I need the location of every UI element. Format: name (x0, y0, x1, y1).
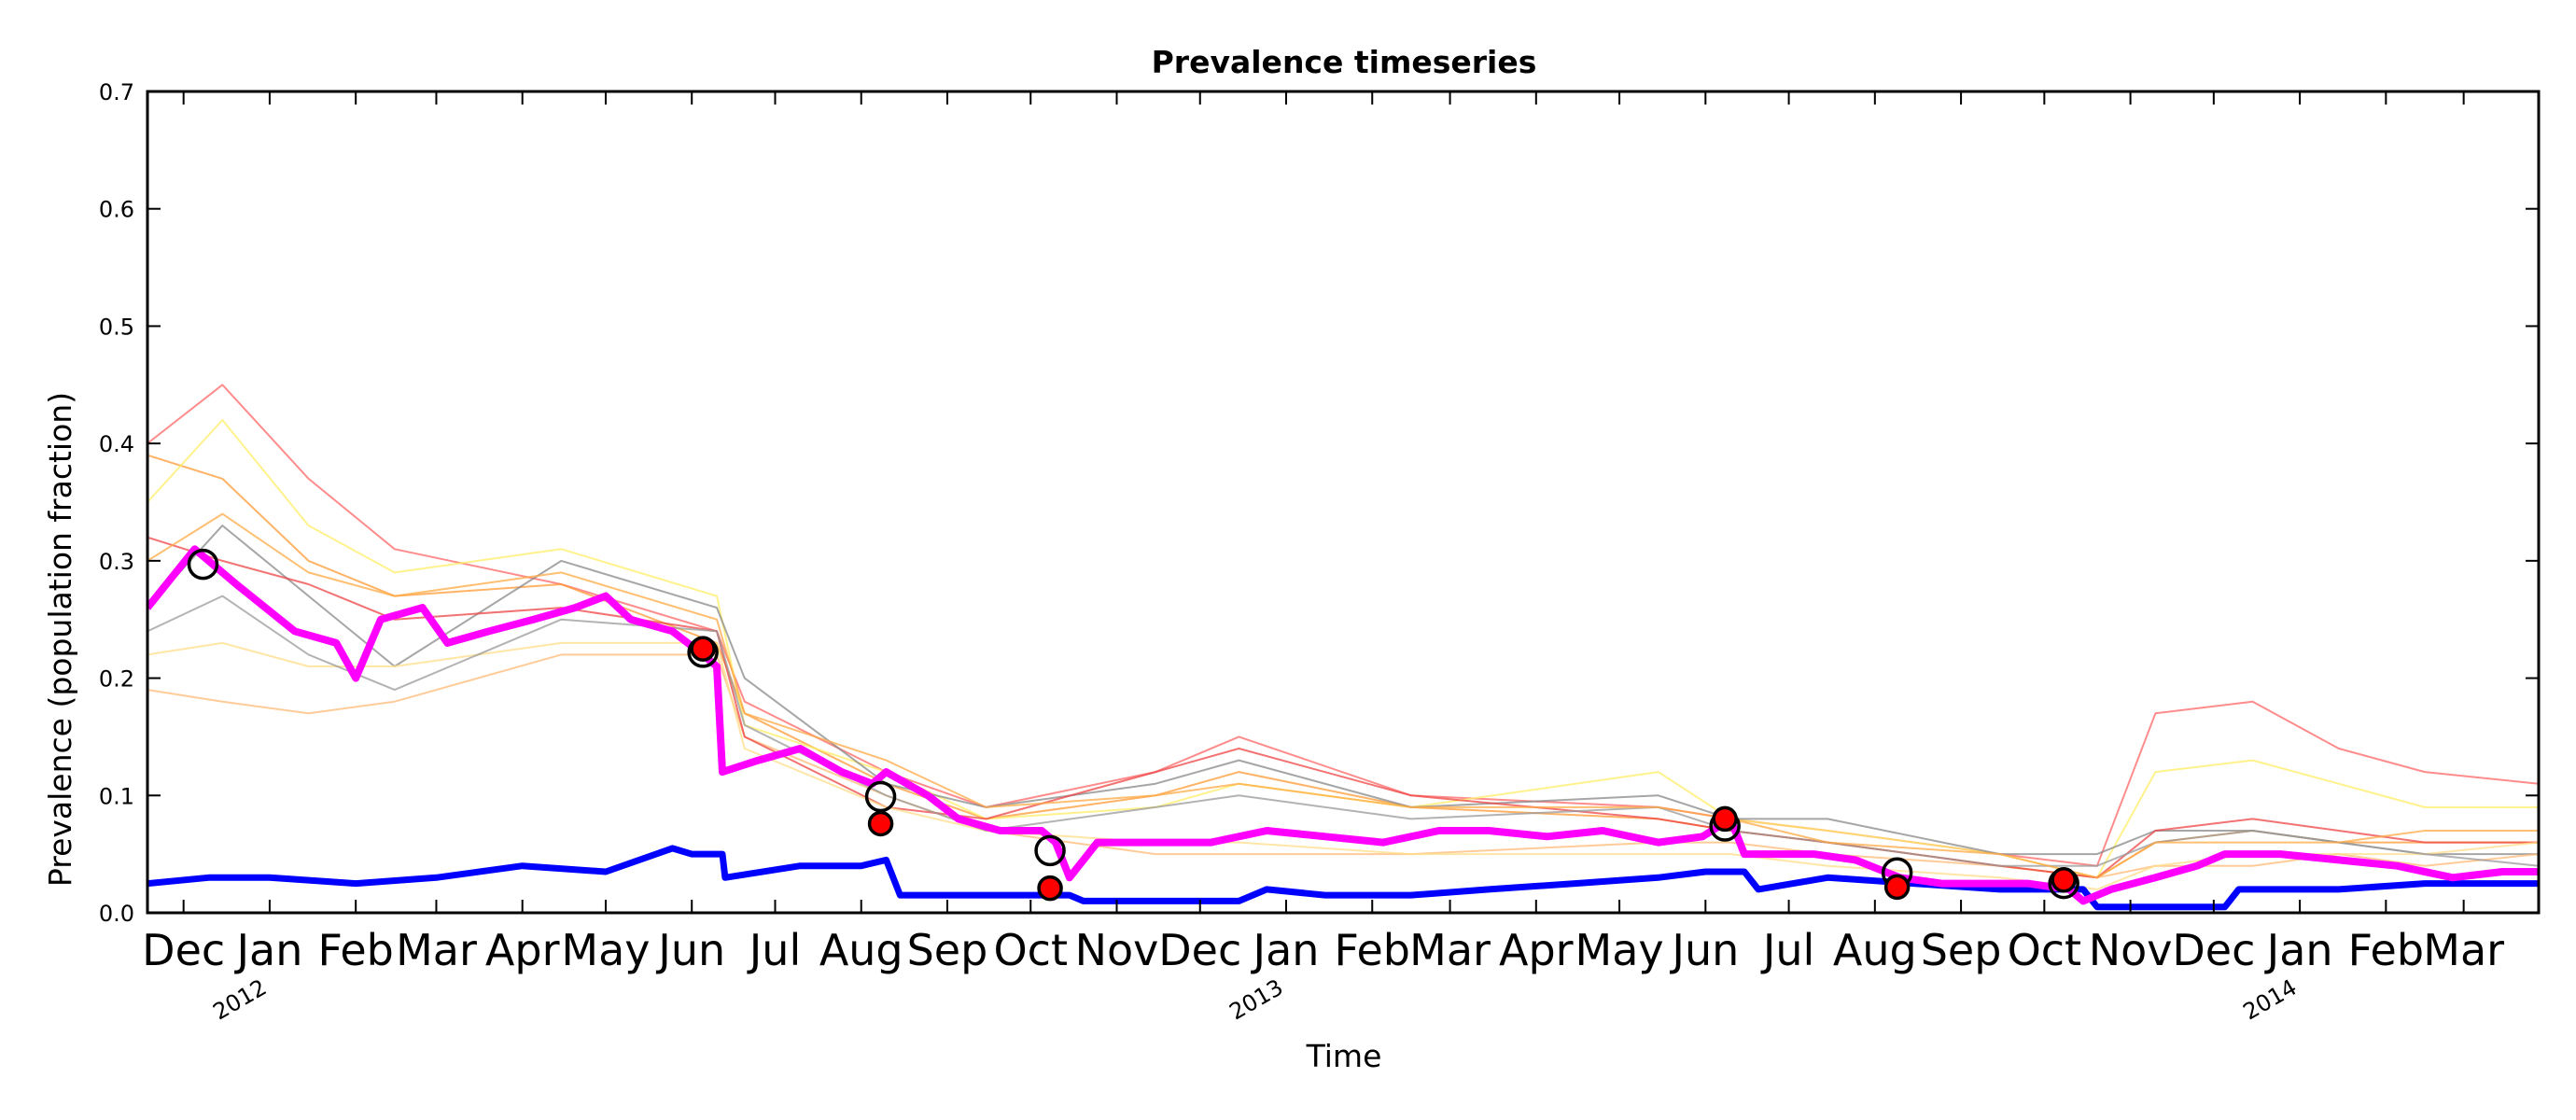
plot-area (147, 384, 2539, 911)
simulation-line-8 (147, 595, 2539, 867)
filled-marker-3 (690, 636, 716, 662)
series-group (147, 384, 2539, 911)
simulation-line-1 (147, 384, 2539, 867)
month-tick-label: Mar (1409, 925, 1491, 975)
month-tick-label: Feb (1335, 925, 1410, 975)
y-tick-label: 0.4 (99, 431, 134, 457)
month-tick-label: Jan (233, 925, 302, 975)
y-tick-label: 0.1 (99, 783, 134, 809)
filled-marker-11 (1883, 874, 1911, 901)
month-tick-label: Dec (2172, 925, 2255, 975)
filled-marker-13 (2051, 867, 2077, 893)
month-tick-label: Feb (317, 925, 393, 975)
month-tick-label: Nov (1075, 925, 1159, 975)
y-tick-label: 0.3 (99, 549, 134, 575)
simulation-line-6 (147, 536, 2539, 879)
y-axis-label: Prevalence (population fraction) (42, 392, 78, 887)
observed-line (147, 845, 2539, 911)
month-tick-label: Feb (2348, 925, 2424, 975)
month-tick-label: Sep (907, 925, 988, 975)
month-tick-label: Mar (396, 925, 477, 975)
month-tick-label: Aug (819, 925, 903, 975)
y-tick-label: 0.0 (99, 901, 134, 927)
month-tick-label: Jan (1251, 925, 1320, 975)
month-tick-label: Jun (1669, 925, 1739, 975)
month-tick-label: Dec (142, 925, 225, 975)
month-tick-label: Jun (655, 925, 725, 975)
y-tick-label: 0.5 (99, 314, 134, 340)
y-tick-label: 0.2 (99, 666, 134, 693)
chart-title: Prevalence timeseries (1152, 44, 1537, 80)
month-tick-label: Oct (993, 925, 1068, 975)
month-tick-label: Aug (1833, 925, 1917, 975)
month-tick-label: Nov (2089, 925, 2173, 975)
y-tick-label: 0.7 (99, 79, 134, 105)
open-marker-6 (1034, 834, 1066, 867)
month-tick-label: Sep (1921, 925, 2002, 975)
filled-marker-5 (867, 810, 894, 837)
month-tick-label: Jul (747, 925, 802, 975)
month-tick-label: Apr (1499, 925, 1574, 975)
month-tick-label: Apr (485, 925, 560, 975)
open-marker-1 (187, 548, 219, 581)
month-tick-label: Mar (2423, 925, 2504, 975)
month-tick-label: May (1575, 925, 1664, 975)
month-tick-label: Jan (2264, 925, 2333, 975)
month-tick-label: Dec (1158, 925, 1241, 975)
filled-marker-7 (1037, 875, 1063, 902)
month-tick-label: Jul (1760, 925, 1815, 975)
y-tick-label: 0.6 (99, 197, 134, 223)
month-tick-label: May (561, 925, 650, 975)
plot-frame (146, 90, 2541, 915)
simulation-line-9 (147, 512, 2539, 879)
open-marker-4 (864, 780, 897, 813)
filled-marker-9 (1712, 805, 1738, 833)
month-tick-label: Oct (2008, 925, 2082, 975)
mean-line (147, 545, 2539, 905)
x-axis-label: Time (1306, 1038, 1382, 1074)
